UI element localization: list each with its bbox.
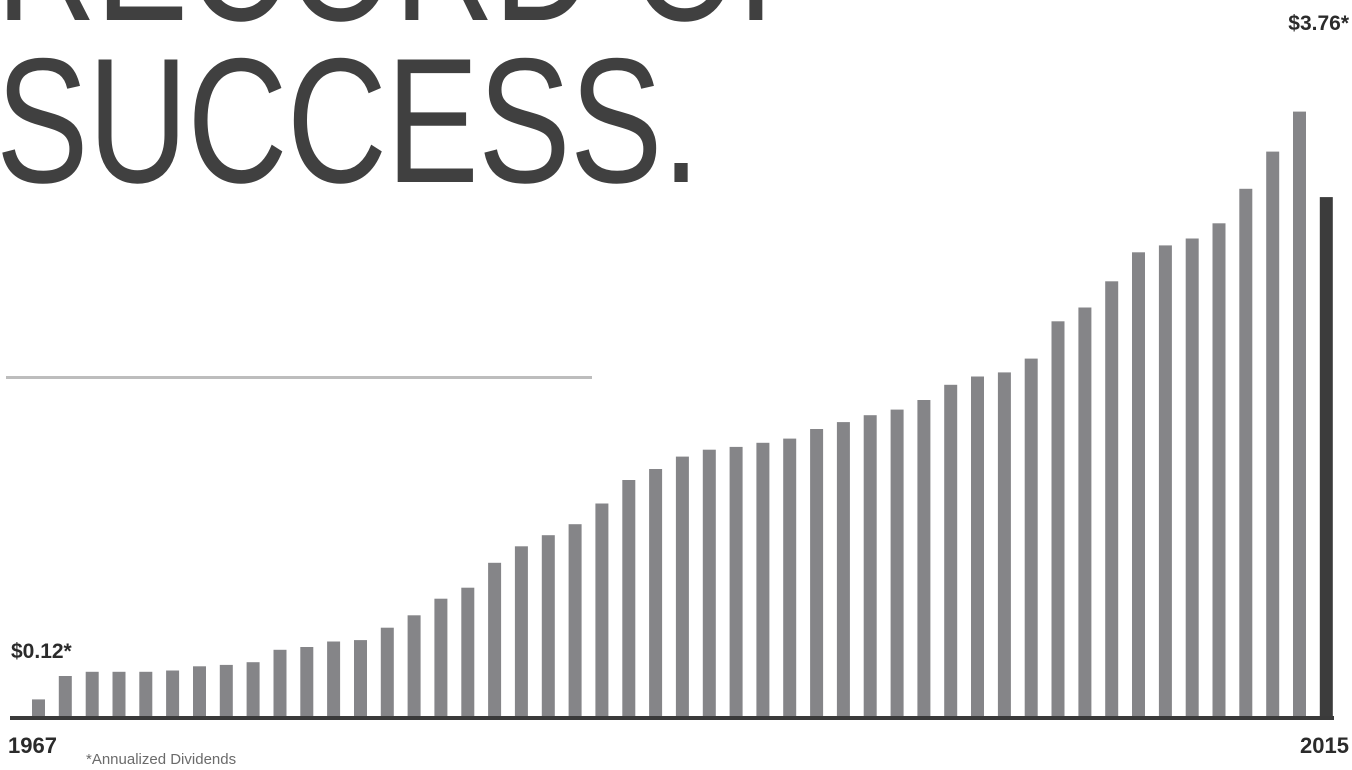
bar-1984: [488, 562, 502, 716]
bar-1998: [863, 415, 877, 716]
end-value-label: $3.76*: [1288, 12, 1349, 35]
bar-1967: [32, 699, 45, 716]
bar-1974: [219, 664, 233, 716]
bar-2002: [971, 376, 984, 716]
bar-2008: [1132, 252, 1145, 717]
bar-1972: [166, 670, 180, 716]
bar-2009: [1158, 245, 1172, 716]
bar-2010: [1185, 238, 1199, 716]
bar-1996: [810, 429, 824, 716]
footnote: *Annualized Dividends: [86, 751, 237, 768]
end-year-label: 2015: [1300, 733, 1349, 758]
bar-2011: [1212, 223, 1226, 717]
bar-1986: [541, 535, 555, 716]
bar-1983: [461, 587, 475, 716]
bar-1971: [139, 671, 153, 716]
x-axis-baseline: [10, 716, 1334, 720]
bar-2005: [1051, 321, 1065, 716]
bar-2007: [1105, 281, 1119, 716]
bar-1980: [380, 627, 394, 716]
title-divider: [6, 376, 592, 379]
bar-1990: [649, 469, 663, 716]
bar-1973: [193, 666, 206, 716]
title-line-2: SUCCESS.: [0, 21, 700, 220]
bar-1975: [246, 662, 260, 716]
bar-2000: [917, 400, 931, 716]
bar-1985: [514, 546, 528, 716]
bar-1987: [568, 524, 582, 716]
bar-2015: [1319, 197, 1333, 717]
start-year-label: 1967: [8, 733, 57, 758]
page-title: RECORD OF SUCCESS.: [0, 0, 823, 220]
bar-1979: [354, 640, 367, 716]
bar-1992: [702, 449, 716, 716]
bar-2003: [997, 372, 1011, 716]
bar-1981: [407, 615, 421, 716]
bar-1982: [434, 598, 448, 716]
bar-1994: [756, 442, 770, 716]
bar-1968: [58, 676, 72, 716]
bar-1993: [729, 446, 743, 716]
bar-2001: [944, 384, 958, 716]
bar-1991: [675, 456, 689, 716]
bar-2013: [1266, 151, 1280, 717]
start-value-label: $0.12*: [11, 640, 72, 663]
bar-1976: [273, 649, 287, 716]
bar-1988: [595, 503, 609, 716]
bar-1977: [300, 647, 314, 716]
bar-1970: [112, 671, 126, 716]
bar-1999: [890, 409, 904, 716]
bar-1989: [622, 480, 636, 716]
bar-2014: [1293, 111, 1306, 717]
bar-1969: [85, 671, 99, 716]
bar-1978: [327, 641, 341, 716]
bar-2012: [1239, 188, 1253, 717]
bar-2004: [1024, 358, 1038, 716]
bar-2006: [1078, 307, 1092, 716]
bar-1995: [783, 438, 797, 716]
bar-1997: [836, 422, 850, 716]
title-line-1: RECORD OF: [0, 0, 823, 48]
